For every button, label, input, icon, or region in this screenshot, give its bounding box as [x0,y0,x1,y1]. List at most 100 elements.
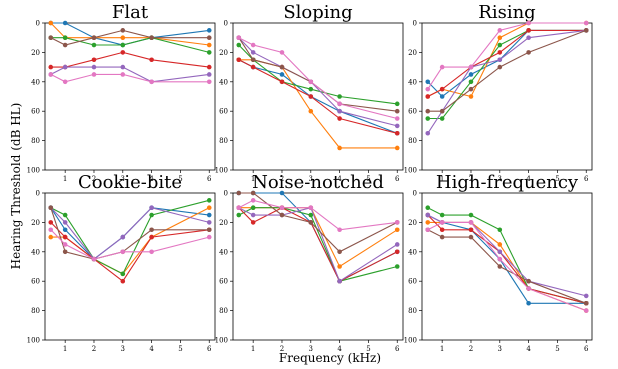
data-point [394,123,400,129]
data-point [425,227,431,233]
data-point [468,64,474,70]
y-tick-label: 100 [404,337,417,345]
data-point [62,35,68,40]
series-3 [48,35,212,55]
series-line [238,59,398,134]
data-point [62,249,68,255]
data-point [206,198,212,203]
data-point [250,57,256,63]
data-point [337,101,342,107]
data-point [62,234,68,240]
series-3 [236,42,400,107]
data-point [468,220,474,225]
y-tick-label: 40 [219,248,228,256]
data-point [206,42,212,48]
data-point [120,278,126,284]
data-point [236,57,242,63]
data-point [308,79,314,85]
x-tick-label: 3 [309,175,313,183]
x-tick-label: 6 [584,175,589,183]
x-tick-label: 6 [584,345,589,353]
data-point [497,242,503,247]
plot-frame [232,22,404,171]
x-tick-label: 4 [526,345,531,353]
series-line [50,22,210,46]
data-point [425,205,431,210]
data-point [120,42,126,48]
data-point [308,205,314,210]
data-point [308,94,314,99]
data-point [206,205,212,210]
data-point [497,249,503,255]
y-tick-label: 0 [36,190,40,198]
series-5 [425,28,589,136]
data-point [206,234,212,240]
panel-title: Flat [112,2,149,23]
plot-frame [44,22,216,171]
y-tick-label: 100 [27,337,40,345]
series-line [427,214,587,297]
data-point [394,101,400,107]
data-point [206,79,212,85]
data-point [120,72,126,77]
x-tick-label: 5 [366,345,370,353]
data-point [394,242,400,247]
y-tick-label: 20 [219,49,228,57]
series-3 [425,28,589,121]
series-7 [236,198,400,233]
series-line [238,59,398,134]
series-line [50,229,210,260]
data-point [62,79,68,85]
data-point [120,234,126,240]
data-point [120,271,126,277]
data-point [120,50,126,55]
series-6 [48,28,212,48]
series-line [427,29,587,97]
data-point [337,227,342,233]
data-point [468,94,474,99]
series-line [50,22,210,46]
series-line [427,29,587,134]
data-point [48,20,54,26]
plot-frame [421,192,593,341]
data-point [439,212,445,218]
data-point [62,64,68,70]
data-point [497,227,503,233]
data-point [468,79,474,85]
series-line [50,51,210,68]
y-tick-label: 60 [31,108,40,116]
data-point [337,264,342,269]
data-point [149,79,154,85]
y-tick-label: 40 [219,78,228,86]
data-point [149,57,154,63]
y-tick-label: 80 [408,137,417,145]
x-tick-label: 5 [366,175,370,183]
data-point [583,28,589,33]
x-tick-label: 2 [469,175,473,183]
y-tick-label: 20 [31,49,40,57]
data-point [394,220,400,225]
y-tick-label: 100 [215,337,228,345]
x-tick-label: 3 [498,175,502,183]
x-tick-label: 4 [149,175,154,183]
data-point [439,64,445,70]
data-point [279,205,285,210]
data-point [497,57,503,63]
series-line [238,59,398,149]
panel-title: Noise-notched [252,172,384,193]
plot-frame [44,192,216,341]
data-point [206,35,212,40]
data-point [308,108,314,114]
data-point [526,300,531,306]
data-point [250,198,256,203]
y-tick-label: 20 [31,219,40,227]
x-tick-label: 1 [63,175,67,183]
x-tick-label: 3 [309,345,313,353]
data-point [91,72,97,77]
data-point [425,94,431,99]
data-point [583,20,589,26]
series-line [50,37,210,53]
data-point [91,42,97,48]
x-tick-label: 6 [395,345,400,353]
y-tick-label: 80 [219,137,228,145]
